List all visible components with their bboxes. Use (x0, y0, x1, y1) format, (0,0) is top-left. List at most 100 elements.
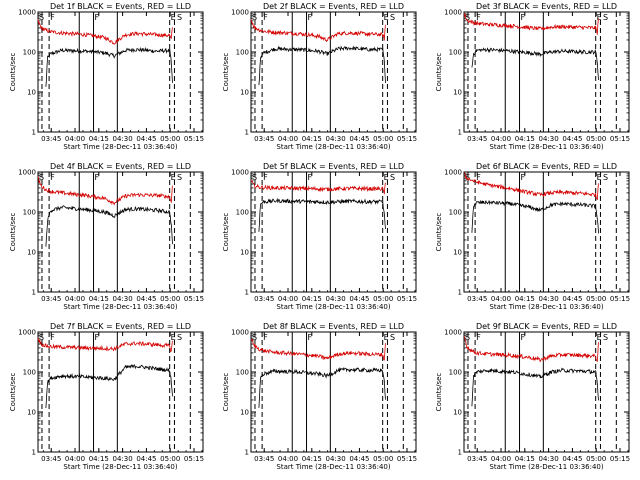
series-lld (250, 338, 386, 361)
flag-label: S (390, 173, 395, 182)
x-tick-label: 04:00 (491, 295, 511, 303)
series-lld (37, 176, 173, 206)
x-tick-label: 05:15 (184, 295, 204, 303)
x-tick-label: 03:45 (467, 455, 487, 463)
x-tick-label: 04:00 (491, 455, 511, 463)
y-tick-label: 1 (32, 289, 36, 297)
x-tick-label: 04:15 (515, 135, 535, 143)
x-tick-label: 05:15 (397, 135, 417, 143)
x-tick-label: 04:45 (562, 135, 582, 143)
x-tick-label: 04:00 (65, 135, 85, 143)
x-axis-label: Start Time (28-Dec-11 03:36:40) (63, 143, 177, 151)
flag-label: E (597, 333, 602, 342)
x-tick-label: 05:00 (160, 295, 180, 303)
subplot-9: Det 9f BLACK = Events, RED = LLD 1 10 100 10… (435, 322, 630, 471)
y-tick-label: 1000 (231, 9, 249, 17)
flag-label: S (390, 13, 395, 22)
y-tick-label: 100 (23, 49, 36, 57)
y-tick-label: 10 (27, 249, 36, 257)
x-tick-label: 04:45 (562, 295, 582, 303)
flag-label: E (171, 173, 176, 182)
y-tick-label: 10 (240, 89, 249, 97)
y-tick-label: 1000 (18, 169, 36, 177)
x-axis-label: Start Time (28-Dec-11 03:36:40) (63, 463, 177, 471)
y-axis-label: Counts/sec (435, 373, 443, 412)
series-lld (37, 19, 173, 45)
y-tick-label: 100 (23, 209, 36, 217)
x-tick-label: 05:15 (184, 455, 204, 463)
x-tick-label: 04:15 (302, 295, 322, 303)
y-tick-label: 100 (236, 49, 249, 57)
plot-frame (463, 331, 630, 453)
flag-label: F (308, 173, 313, 182)
y-tick-label: 1000 (444, 169, 462, 177)
subplot-title: Det 1f BLACK = Events, RED = LLD (50, 2, 191, 11)
x-tick-label: 05:00 (160, 455, 180, 463)
x-tick-label: 05:15 (397, 455, 417, 463)
subplot-1: Det 1f BLACK = Events, RED = LLD 1 10 100 10… (9, 2, 204, 151)
x-tick-label: 05:00 (586, 295, 606, 303)
series-events (471, 47, 599, 81)
x-tick-label: 05:00 (373, 295, 393, 303)
y-tick-label: 1 (32, 449, 36, 457)
plot-frame (463, 171, 630, 293)
flag-label: F (50, 13, 55, 22)
flag-label: S (39, 173, 44, 182)
x-tick-label: 05:15 (610, 135, 630, 143)
flag-label: E (597, 173, 602, 182)
subplot-5: Det 5f BLACK = Events, RED = LLD 1 10 100 10… (222, 162, 417, 311)
flag-label: S (177, 173, 182, 182)
flag-label: F (263, 333, 268, 342)
y-tick-label: 1 (245, 129, 249, 137)
flag-label: F (308, 333, 313, 342)
x-tick-label: 04:15 (302, 135, 322, 143)
y-axis-label: Counts/sec (9, 53, 17, 92)
subplot-2: Det 2f BLACK = Events, RED = LLD 1 10 100 10… (222, 2, 417, 151)
subplot-title: Det 8f BLACK = Events, RED = LLD (263, 322, 404, 331)
subplot-8: Det 8f BLACK = Events, RED = LLD 1 10 100 10… (222, 322, 417, 471)
flag-label: F (521, 333, 526, 342)
flag-label: S (252, 333, 257, 342)
x-tick-label: 05:15 (397, 295, 417, 303)
series-events (258, 45, 386, 86)
subplot-title: Det 7f BLACK = Events, RED = LLD (50, 322, 191, 331)
flag-label: F (521, 173, 526, 182)
flag-label: S (465, 173, 470, 182)
x-tick-label: 03:45 (254, 455, 274, 463)
x-tick-label: 05:00 (373, 455, 393, 463)
x-tick-label: 04:45 (136, 455, 156, 463)
x-tick-label: 04:15 (89, 135, 109, 143)
y-tick-label: 100 (449, 369, 462, 377)
flag-label: F (95, 333, 100, 342)
x-axis-label: Start Time (28-Dec-11 03:36:40) (276, 303, 390, 311)
x-tick-label: 05:15 (184, 135, 204, 143)
y-tick-label: 1 (458, 289, 462, 297)
y-tick-label: 1000 (444, 9, 462, 17)
flag-label: S (603, 173, 608, 182)
x-tick-label: 03:45 (467, 295, 487, 303)
x-tick-label: 04:30 (326, 135, 346, 143)
y-tick-label: 100 (449, 49, 462, 57)
y-axis-label: Counts/sec (9, 373, 17, 412)
y-tick-label: 10 (240, 249, 249, 257)
subplot-7: Det 7f BLACK = Events, RED = LLD 1 10 100 10… (9, 322, 204, 471)
series-events (45, 46, 173, 87)
y-tick-label: 100 (23, 369, 36, 377)
x-tick-label: 04:30 (539, 135, 559, 143)
x-tick-label: 04:30 (326, 295, 346, 303)
y-tick-label: 10 (240, 409, 249, 417)
flag-label: S (465, 13, 470, 22)
x-tick-label: 04:00 (65, 455, 85, 463)
x-tick-label: 04:45 (136, 135, 156, 143)
flag-label: F (476, 13, 481, 22)
y-tick-label: 1000 (231, 329, 249, 337)
y-axis-label: Counts/sec (222, 213, 230, 252)
series-events (471, 367, 599, 407)
y-tick-label: 1000 (444, 329, 462, 337)
y-tick-label: 1 (245, 449, 249, 457)
plot-frame (250, 11, 417, 133)
subplot-title: Det 4f BLACK = Events, RED = LLD (50, 162, 191, 171)
series-events (45, 205, 173, 247)
flag-label: E (384, 333, 389, 342)
flag-label: F (95, 173, 100, 182)
